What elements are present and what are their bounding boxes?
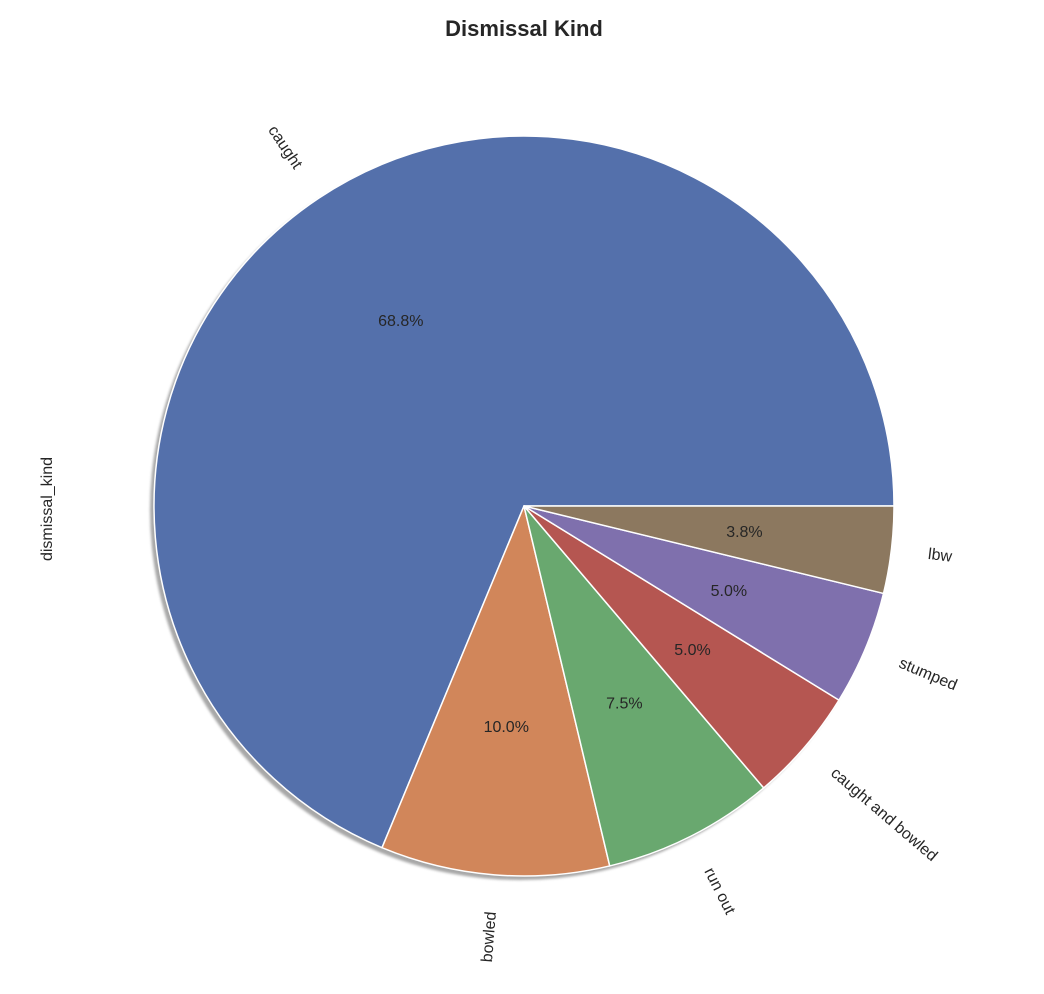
chart-title: Dismissal Kind <box>445 16 603 41</box>
category-label-run-out: run out <box>700 865 738 918</box>
percentage-labels: 68.8% 10.0% 7.5% 5.0% 5.0% 3.8% <box>378 313 763 736</box>
y-axis-label: dismissal_kind <box>39 457 56 561</box>
category-label-caught: caught <box>264 123 305 173</box>
category-label-caught-and-bowled: caught and bowled <box>827 765 940 865</box>
pie-slice-caught <box>153 135 895 849</box>
pct-label-caught: 68.8% <box>378 313 423 330</box>
pct-label-bowled: 10.0% <box>484 719 529 736</box>
category-label-lbw: lbw <box>927 546 953 566</box>
pie-slices <box>153 135 895 877</box>
pct-label-stumped: 5.0% <box>711 583 747 600</box>
pct-label-lbw: 3.8% <box>726 524 762 541</box>
pct-label-run-out: 7.5% <box>606 696 642 713</box>
category-label-stumped: stumped <box>896 655 959 694</box>
pie-slice-run-out <box>523 505 765 867</box>
pie-slice-lbw <box>523 505 895 595</box>
pct-label-caught-and-bowled: 5.0% <box>674 642 710 659</box>
category-label-bowled: bowled <box>479 911 500 963</box>
pie-slice-bowled <box>381 505 611 877</box>
